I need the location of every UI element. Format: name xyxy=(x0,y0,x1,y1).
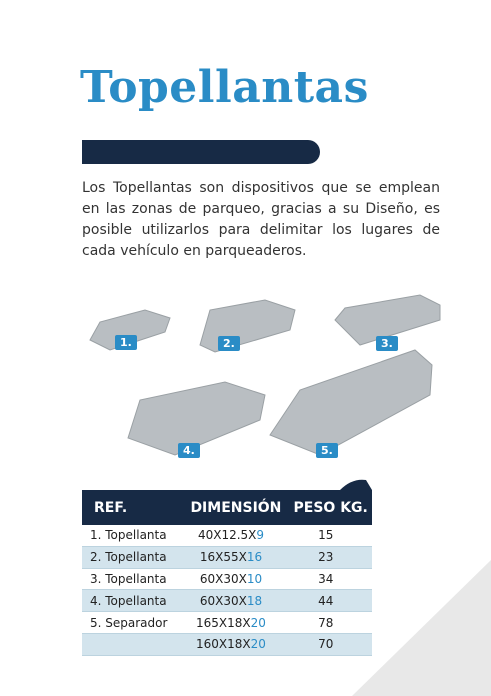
dimension-cell: 40X12.5X9 xyxy=(182,528,279,542)
dimension-cell: 16X55X16 xyxy=(182,550,279,564)
table-row: 5. Separador 165X18X20 78 xyxy=(82,612,372,634)
dimension-base: 16X55X xyxy=(199,550,247,565)
table-body: 1. Topellanta 40X12.5X9 15 2. Topellanta 16X… xyxy=(82,525,372,656)
weight-cell: 15 xyxy=(318,528,334,543)
description: Los Topellantas son dispositivos que se … xyxy=(82,180,440,259)
column-header: REF. xyxy=(94,499,128,516)
dimension-accent: 16 xyxy=(246,550,263,565)
dimension-accent: 20 xyxy=(250,615,266,630)
dimension-cell: 165X18X20 xyxy=(182,616,279,630)
weight-cell: 34 xyxy=(318,571,334,586)
table-header-bg xyxy=(82,479,372,525)
ref-cell: 1. Topellanta xyxy=(90,528,167,543)
weight-cell: 44 xyxy=(318,593,334,608)
weight-cell: 23 xyxy=(318,550,334,565)
dimension-accent: 9 xyxy=(256,528,265,543)
dimension-accent: 10 xyxy=(246,571,263,586)
dimension-cell: 60X30X18 xyxy=(182,594,279,608)
table-row: 3. Topellanta 60X30X10 34 xyxy=(82,569,372,591)
dimension-base: 60X30X xyxy=(199,571,247,586)
dimension-accent: 20 xyxy=(250,637,266,652)
ref-cell: 4. Topellanta xyxy=(90,593,167,608)
dimension-base: 165X18X xyxy=(196,615,251,630)
dimension-accent: 18 xyxy=(246,593,263,608)
product-images xyxy=(89,294,441,456)
product-label: 3. xyxy=(376,336,398,351)
dimension-base: 40X12.5X xyxy=(197,528,257,543)
corner-shape xyxy=(352,560,491,696)
product-label: 5. xyxy=(316,443,338,458)
ref-cell: 5. Separador xyxy=(90,615,168,630)
title-bar xyxy=(82,140,320,164)
column-header: DIMENSIÓN xyxy=(190,499,282,516)
weight-cell: 78 xyxy=(318,615,334,630)
table-row: 4. Topellanta 60X30X18 44 xyxy=(82,590,372,613)
table-header: REF. DIMENSIÓN PESO KG. xyxy=(82,490,372,525)
ref-cell: 3. Topellanta xyxy=(90,571,167,586)
dimension-cell: 160X18X20 xyxy=(182,637,279,651)
product-label: 1. xyxy=(115,335,137,350)
table-row: 1. Topellanta 40X12.5X9 15 xyxy=(82,525,372,547)
table-row: 2. Topellanta 16X55X16 23 xyxy=(82,546,372,569)
column-header: PESO KG. xyxy=(293,499,368,516)
ref-cell: 2. Topellanta xyxy=(90,550,167,565)
dimension-base: 160X18X xyxy=(196,637,251,652)
title: Topellantas xyxy=(80,62,369,113)
dimension-base: 60X30X xyxy=(199,593,247,608)
product-label: 2. xyxy=(218,336,240,351)
table-row: 160X18X20 70 xyxy=(82,633,372,656)
product-label: 4. xyxy=(178,443,200,458)
dimension-cell: 60X30X10 xyxy=(182,572,279,586)
weight-cell: 70 xyxy=(318,637,334,652)
